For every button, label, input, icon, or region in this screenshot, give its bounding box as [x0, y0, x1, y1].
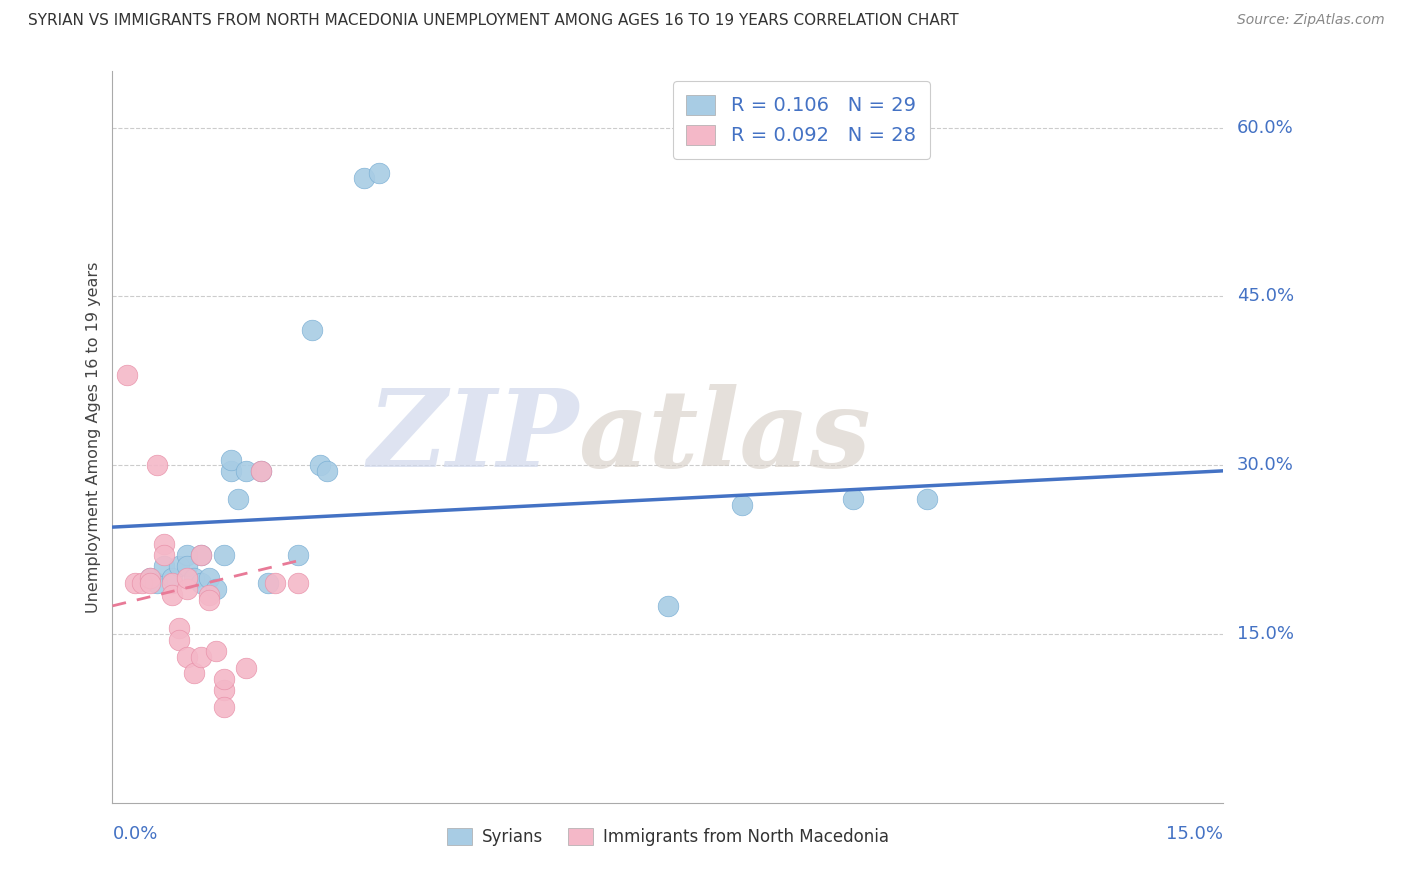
Point: [167, 621, 190, 635]
Point: [176, 559, 198, 574]
Point: [308, 458, 330, 473]
Point: [176, 571, 198, 585]
Point: [190, 576, 212, 591]
Point: [212, 672, 235, 686]
Point: [219, 452, 242, 467]
Point: [257, 576, 280, 591]
Text: SYRIAN VS IMMIGRANTS FROM NORTH MACEDONIA UNEMPLOYMENT AMONG AGES 16 TO 19 YEARS: SYRIAN VS IMMIGRANTS FROM NORTH MACEDONI…: [28, 13, 959, 29]
Point: [287, 548, 309, 562]
Point: [138, 571, 160, 585]
Point: [249, 464, 271, 478]
Point: [219, 464, 242, 478]
Point: [176, 548, 198, 562]
Point: [657, 599, 679, 613]
Text: Source: ZipAtlas.com: Source: ZipAtlas.com: [1237, 13, 1385, 28]
Point: [205, 644, 228, 658]
Text: 0.0%: 0.0%: [112, 825, 157, 843]
Point: [190, 548, 212, 562]
Point: [264, 576, 287, 591]
Point: [235, 661, 257, 675]
Point: [160, 588, 183, 602]
Point: [124, 576, 146, 591]
Point: [138, 576, 160, 591]
Point: [731, 498, 754, 512]
Point: [167, 559, 190, 574]
Point: [176, 649, 198, 664]
Text: ZIP: ZIP: [367, 384, 579, 490]
Point: [197, 588, 219, 602]
Point: [190, 649, 212, 664]
Point: [138, 571, 160, 585]
Point: [842, 491, 865, 506]
Text: atlas: atlas: [579, 384, 872, 490]
Point: [167, 632, 190, 647]
Text: 45.0%: 45.0%: [1237, 287, 1295, 305]
Point: [197, 593, 219, 607]
Legend: Syrians, Immigrants from North Macedonia: Syrians, Immigrants from North Macedonia: [440, 822, 896, 853]
Point: [146, 576, 169, 591]
Point: [160, 576, 183, 591]
Point: [368, 166, 391, 180]
Point: [153, 548, 176, 562]
Point: [183, 666, 205, 681]
Text: 30.0%: 30.0%: [1237, 456, 1294, 475]
Point: [212, 683, 235, 698]
Point: [205, 582, 228, 596]
Point: [249, 464, 271, 478]
Point: [287, 576, 309, 591]
Point: [228, 491, 250, 506]
Y-axis label: Unemployment Among Ages 16 to 19 years: Unemployment Among Ages 16 to 19 years: [86, 261, 101, 613]
Point: [316, 464, 339, 478]
Point: [131, 576, 153, 591]
Point: [353, 171, 375, 186]
Text: 60.0%: 60.0%: [1237, 119, 1294, 136]
Point: [183, 571, 205, 585]
Point: [212, 700, 235, 714]
Point: [301, 323, 323, 337]
Text: 15.0%: 15.0%: [1237, 625, 1294, 643]
Point: [190, 548, 212, 562]
Point: [160, 571, 183, 585]
Point: [176, 582, 198, 596]
Point: [212, 548, 235, 562]
Text: 15.0%: 15.0%: [1166, 825, 1223, 843]
Point: [117, 368, 139, 383]
Point: [153, 537, 176, 551]
Point: [915, 491, 938, 506]
Point: [235, 464, 257, 478]
Point: [146, 458, 169, 473]
Point: [197, 571, 219, 585]
Point: [153, 559, 176, 574]
